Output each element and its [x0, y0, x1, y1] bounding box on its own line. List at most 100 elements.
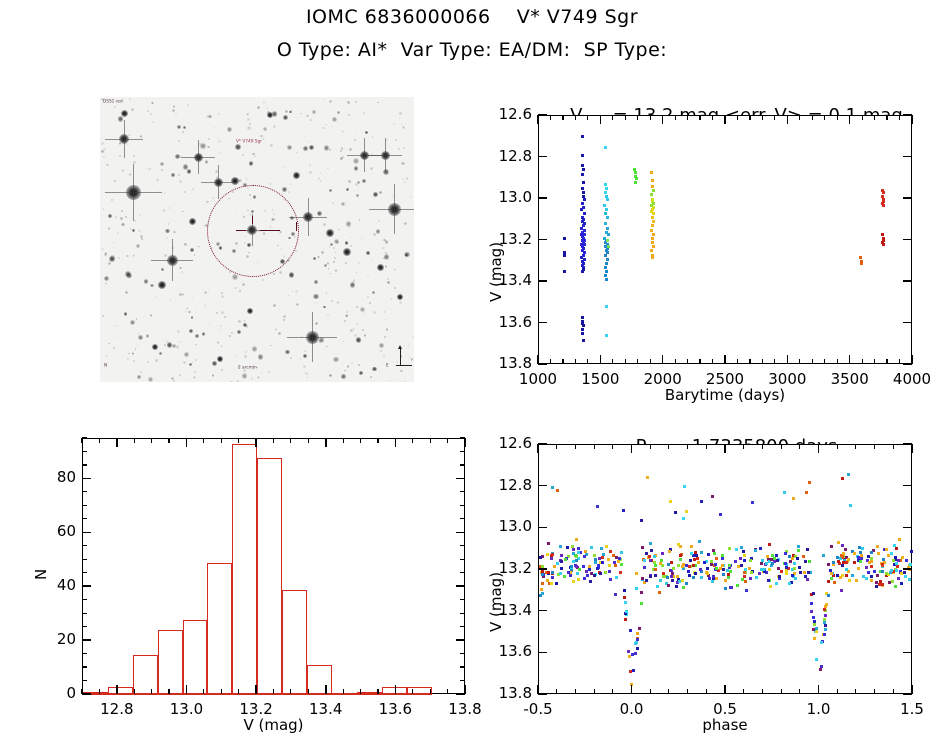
phase-point — [811, 615, 815, 619]
phase-point — [601, 561, 605, 565]
phase-point — [869, 565, 873, 569]
light-curve-point — [582, 265, 586, 269]
phase-point — [576, 571, 580, 575]
background-star — [193, 376, 197, 380]
y-minor-tick — [82, 491, 87, 493]
background-star — [345, 111, 348, 114]
background-star — [245, 178, 248, 180]
field-star — [378, 343, 385, 349]
phase-point — [587, 564, 591, 568]
field-star — [345, 187, 350, 192]
x-tick-label: 0.5 — [713, 700, 737, 718]
background-star — [207, 145, 210, 149]
phase-point — [555, 582, 559, 586]
light-curve-point — [651, 253, 655, 257]
x-minor-tick — [736, 359, 739, 364]
field-star — [263, 126, 268, 131]
x-minor-tick — [780, 689, 782, 694]
phase-point — [764, 562, 768, 566]
x-minor-tick-top — [786, 115, 788, 120]
light-curve-point — [582, 232, 586, 236]
background-star — [405, 177, 409, 180]
phase-point — [824, 614, 828, 618]
x-minor-tick-top — [307, 438, 309, 443]
x-minor-tick — [272, 689, 275, 694]
background-star — [233, 286, 237, 290]
background-star — [137, 333, 140, 335]
star-spike-v — [393, 184, 395, 234]
light-curve-point — [650, 249, 654, 253]
x-minor-tick — [151, 689, 153, 694]
phase-point — [608, 563, 612, 567]
background-star — [194, 306, 196, 308]
background-star — [149, 314, 153, 318]
background-star — [134, 220, 137, 223]
phase-point — [547, 582, 551, 586]
background-star — [383, 336, 386, 339]
phase-point — [897, 577, 901, 581]
background-star — [329, 272, 331, 274]
phase-point — [593, 554, 597, 558]
field-star — [339, 157, 343, 160]
phase-point — [785, 549, 789, 553]
background-star — [194, 358, 198, 362]
phase-point — [623, 600, 627, 604]
phase-point — [589, 579, 593, 583]
phase-point — [893, 555, 897, 559]
x-tick-label: 13.2 — [239, 700, 273, 718]
background-star — [139, 214, 141, 217]
background-star — [139, 371, 143, 374]
x-minor-tick-top — [649, 115, 651, 120]
light-curve-point — [563, 253, 567, 257]
phase-point — [735, 584, 739, 588]
phase-point — [876, 574, 880, 578]
light-curve-point — [606, 243, 610, 247]
light-curve-point — [882, 236, 886, 240]
crosshair-top — [251, 216, 253, 224]
phase-point — [729, 586, 733, 590]
background-star — [326, 313, 330, 317]
y-minor-tick-right — [460, 545, 465, 547]
y-minor-tick-right — [460, 464, 465, 466]
background-star — [331, 201, 334, 204]
field-star — [252, 346, 258, 352]
phase-point — [588, 567, 592, 571]
phase-point — [806, 548, 810, 552]
x-minor-tick — [255, 689, 257, 694]
field-star — [176, 124, 182, 130]
x-minor-tick-top — [168, 438, 170, 443]
phase-point — [633, 641, 637, 645]
phase-point — [640, 519, 644, 522]
background-star — [224, 316, 227, 318]
background-star — [350, 236, 353, 239]
phase-point — [846, 557, 850, 561]
background-star — [408, 356, 411, 360]
x-minor-tick-top — [911, 115, 913, 120]
light-curve-point — [580, 249, 584, 253]
phase-point — [678, 558, 682, 562]
y-minor-tick — [82, 518, 87, 520]
phase-point — [594, 557, 598, 561]
phase-point — [750, 556, 754, 560]
background-star — [256, 366, 259, 369]
light-curve-point — [603, 245, 607, 249]
light-curve-point — [581, 234, 585, 238]
background-star — [105, 282, 107, 284]
phase-point — [784, 565, 788, 569]
background-star — [220, 328, 222, 330]
field-star — [211, 360, 218, 367]
x-tick-label: 13.4 — [309, 700, 343, 718]
phase-point — [571, 544, 575, 548]
phase-point — [889, 552, 893, 556]
x-minor-tick-top — [836, 444, 838, 449]
phase-point — [804, 559, 808, 563]
background-star — [207, 137, 211, 141]
light-curve-xlabel: Barytime (days) — [664, 386, 786, 404]
phase-point — [744, 579, 748, 583]
x-minor-tick-top — [811, 115, 813, 120]
background-star — [267, 107, 269, 109]
background-star — [333, 250, 337, 254]
y-minor-tick — [82, 437, 87, 439]
x-minor-tick — [549, 359, 552, 364]
background-star — [350, 361, 353, 365]
